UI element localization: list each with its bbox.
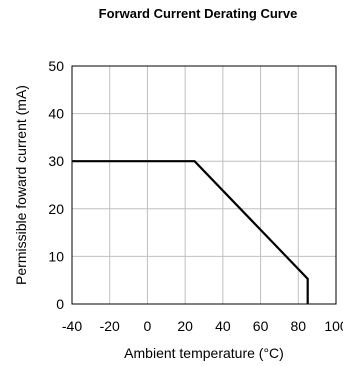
x-tick-label: 60 — [253, 318, 269, 334]
y-tick-label: 0 — [56, 296, 64, 312]
plot-frame — [71, 65, 337, 305]
y-axis-label: Permissible foward current (mA) — [13, 85, 29, 285]
x-tick-label: 80 — [290, 318, 306, 334]
y-tick-label: 20 — [48, 201, 64, 217]
x-tick-labels: -40 -20 0 20 40 60 80 100 — [62, 318, 343, 334]
x-tick-label: -40 — [62, 318, 82, 334]
x-tick-label: 100 — [324, 318, 343, 334]
y-tick-labels: 0 10 20 30 40 50 — [48, 58, 64, 312]
y-tick-label: 50 — [48, 58, 64, 74]
grid — [72, 66, 336, 304]
y-tick-label: 40 — [48, 106, 64, 122]
x-axis-label: Ambient temperature (°C) — [124, 345, 284, 361]
derating-curve-line — [72, 160, 309, 304]
x-tick-label: 0 — [144, 318, 152, 334]
x-tick-label: -20 — [100, 318, 120, 334]
x-tick-label: 40 — [215, 318, 231, 334]
y-tick-label: 10 — [48, 248, 64, 264]
y-tick-label: 30 — [48, 153, 64, 169]
chart-title: Forward Current Derating Curve — [99, 6, 298, 21]
x-tick-label: 20 — [177, 318, 193, 334]
